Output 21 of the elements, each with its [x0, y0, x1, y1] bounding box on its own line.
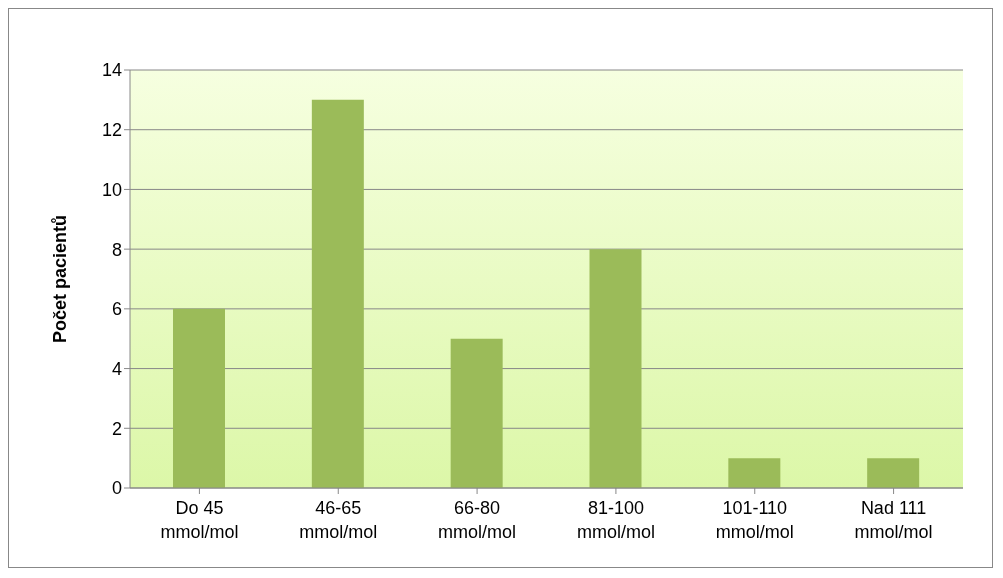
x-tick-label: Nad 111 mmol/mol [854, 498, 933, 542]
y-tick-label: 6 [111, 299, 122, 320]
y-axis-title: Počet pacientů [50, 214, 71, 344]
x-tick-label: 46-65 mmol/mol [299, 498, 378, 542]
bar [311, 99, 364, 488]
bar [450, 338, 503, 488]
y-tick-label: 0 [111, 478, 122, 499]
y-tick-label: 12 [101, 120, 122, 141]
bar [867, 458, 920, 488]
y-tick-label: 10 [101, 179, 122, 200]
y-tick-label: 8 [111, 239, 122, 260]
bar [589, 249, 642, 488]
bar [173, 308, 225, 488]
x-tick-label: 66-80 mmol/mol [438, 498, 517, 542]
bar [728, 458, 781, 488]
y-tick-label: 2 [111, 418, 122, 439]
y-tick-label: 14 [101, 60, 122, 81]
x-tick-label: 81-100 mmol/mol [576, 498, 655, 542]
x-tick-label: Do 45 mmol/mol [160, 498, 239, 542]
y-tick-label: 4 [111, 358, 122, 379]
x-tick-label: 101-110 mmol/mol [715, 498, 794, 542]
